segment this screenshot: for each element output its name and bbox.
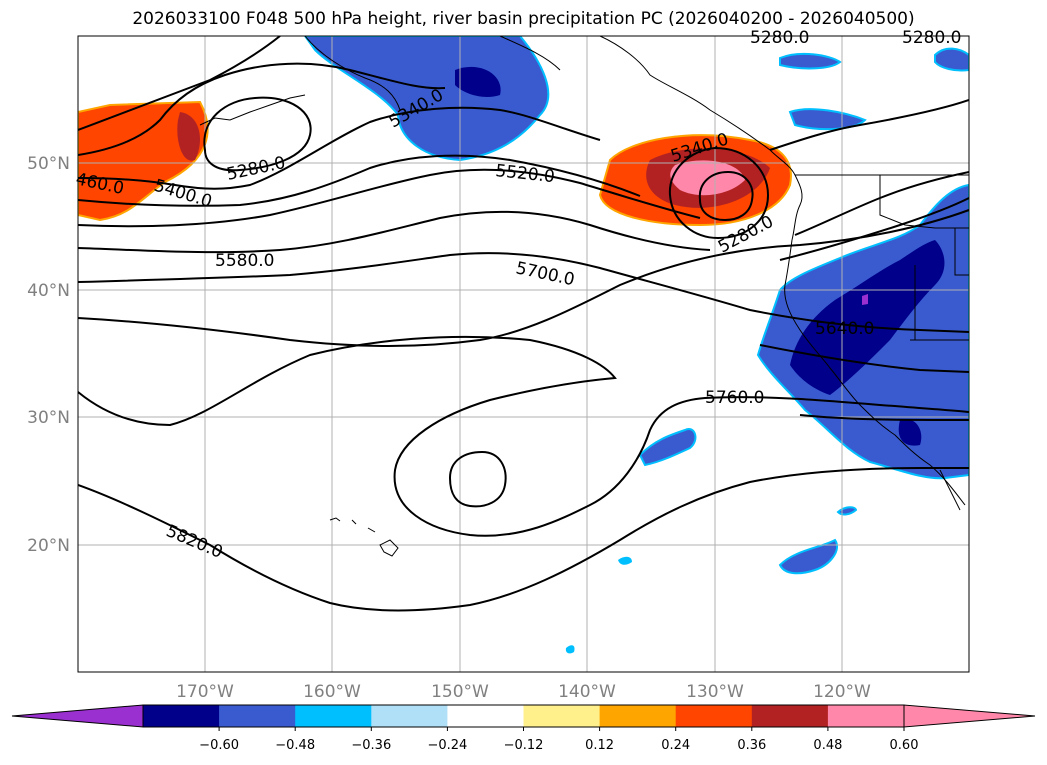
colorbar-under-arrow <box>11 704 144 728</box>
lat-label-20n: 20°N <box>27 536 70 556</box>
precip-shading <box>78 36 969 654</box>
colorbar-bin <box>675 705 753 727</box>
colorbar-over-arrow <box>903 704 1036 728</box>
precip-negative-ne3 <box>934 47 969 72</box>
coast-westus <box>784 239 966 506</box>
height-contours <box>78 36 969 612</box>
contour-east-5 <box>799 414 969 421</box>
contour-5820-loop <box>448 450 507 508</box>
colorbar-tick-label: 0.36 <box>737 738 766 753</box>
precip-patch-1 <box>638 428 697 467</box>
border-states <box>879 175 969 341</box>
colorbar-bin <box>295 705 372 727</box>
contour-5700 <box>78 209 969 347</box>
contour-5820 <box>78 467 969 612</box>
precip-patch-5 <box>565 645 575 654</box>
precip-patch-4 <box>618 556 632 565</box>
colorbar-ticks: −0.60 −0.48 −0.36 −0.24 −0.12 0.12 0.24 0.36 0.4… <box>199 727 918 753</box>
contour-label-1: 5280.0 <box>902 28 961 48</box>
lon-label-130w: 130°W <box>686 682 744 702</box>
coast-aleutians <box>199 94 306 126</box>
colorbar-tick-label: −0.60 <box>199 738 239 753</box>
precip-positive-west-core <box>177 112 200 161</box>
colorbar-tick-label: 0.24 <box>661 738 690 753</box>
contour-ne-loop <box>668 146 770 240</box>
precip-patch-2 <box>778 538 838 575</box>
colorbar-bin <box>751 705 829 727</box>
lon-label-170w: 170°W <box>176 682 234 702</box>
contour-5280-west-inner <box>203 96 312 172</box>
contour-5460 <box>78 154 641 207</box>
contour-5400-west <box>78 106 601 190</box>
colorbar-bin <box>447 705 524 727</box>
lat-label-30n: 30°N <box>27 408 70 428</box>
lon-label-150w: 150°W <box>431 682 489 702</box>
lat-label-40n: 40°N <box>27 281 70 301</box>
lon-label-160w: 160°W <box>303 682 361 702</box>
precip-negative-westus-core2 <box>898 419 922 446</box>
colorbar-tick-label: 0.60 <box>890 738 919 753</box>
colorbar-bins <box>142 704 905 728</box>
longitude-labels: 170°W 160°W 150°W 140°W 130°W 120°W <box>176 682 871 702</box>
contour-5580 <box>78 210 711 254</box>
contour-5520 <box>78 168 701 228</box>
colorbar-bin <box>219 705 296 727</box>
contour-5340-west <box>78 62 446 156</box>
latitude-labels: 50°N 40°N 30°N 20°N <box>27 154 70 556</box>
coast-bc <box>769 149 803 241</box>
colorbar-tick-label: 0.12 <box>585 738 614 753</box>
coast-alaska <box>304 36 771 151</box>
colorbar-tick-label: 0.48 <box>813 738 842 753</box>
coast-hawaii <box>329 517 399 557</box>
precip-negative-north-core <box>455 66 501 97</box>
coast-baja <box>939 469 961 511</box>
contour-ne-loop-inner <box>698 170 754 222</box>
precip-negative-ne2 <box>788 108 867 131</box>
lat-label-50n: 50°N <box>27 154 70 174</box>
colorbar-tick-label: −0.36 <box>351 738 391 753</box>
colorbar-bin <box>143 705 220 727</box>
contour-east-2 <box>794 171 969 236</box>
colorbar-tick-label: −0.48 <box>275 738 315 753</box>
contour-label-9: 5580.0 <box>215 251 274 271</box>
colorbar-bin <box>523 705 601 727</box>
colorbar-tick-label: −0.12 <box>504 738 544 753</box>
contour-label-0: 5280.0 <box>750 28 809 48</box>
contour-east-4 <box>759 344 969 373</box>
contour-label-12: 5760.0 <box>705 388 764 408</box>
lon-label-120w: 120°W <box>813 682 871 702</box>
colorbar-bin <box>599 705 677 727</box>
contour-5640 <box>78 252 969 333</box>
colorbar-bin <box>827 705 905 727</box>
precip-purple-spot <box>862 294 868 305</box>
coastlines <box>199 36 969 557</box>
colorbar-tick-label: −0.24 <box>427 738 467 753</box>
precip-negative-westus-core <box>790 240 945 395</box>
contour-east-3 <box>779 197 969 261</box>
map-title: 2026033100 F048 500 hPa height, river ba… <box>132 9 915 29</box>
precip-negative-ne <box>779 52 842 70</box>
lon-label-140w: 140°W <box>558 682 616 702</box>
map-frame <box>77 35 970 673</box>
colorbar-bin <box>371 705 448 727</box>
contour-5760 <box>78 335 969 537</box>
contour-label-11: 5640.0 <box>815 319 874 339</box>
colorbar: −0.60 −0.48 −0.36 −0.24 −0.12 0.12 0.24 0.36 0.4… <box>11 704 1036 753</box>
contour-east-1 <box>769 99 969 151</box>
